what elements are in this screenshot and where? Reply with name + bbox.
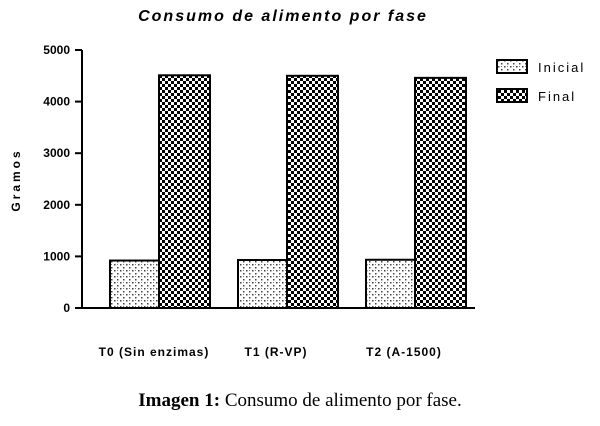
legend-label: Final (538, 89, 576, 104)
legend-item-final: Final (496, 88, 576, 104)
y-axis: 0 1000 2000 3000 4000 5000 (43, 43, 83, 315)
bar-inicial-1 (109, 259, 160, 310)
legend: Inicial Final (496, 59, 585, 104)
y-tick-label: 2000 (43, 198, 70, 212)
y-tick-label: 5000 (43, 43, 70, 57)
legend-item-inicial: Inicial (496, 59, 585, 75)
x-category-label: T1 (R-VP) (245, 345, 308, 359)
bar-inicial-2 (237, 259, 288, 309)
y-tick-label: 4000 (43, 95, 70, 109)
y-tick-label: 3000 (43, 146, 70, 160)
legend-swatch (496, 59, 528, 74)
y-tick-label: 0 (63, 301, 70, 315)
y-tick-label: 1000 (43, 249, 70, 263)
bar-final-1 (158, 74, 211, 309)
x-category-label: T2 (A-1500) (366, 345, 442, 359)
legend-label: Inicial (538, 60, 585, 75)
caption-label: Imagen 1: (138, 390, 221, 411)
bar-inicial-3 (365, 258, 416, 309)
bar-final-2 (286, 74, 339, 309)
legend-swatch (496, 88, 528, 103)
caption-text: Consumo de alimento por fase. (220, 390, 462, 411)
bars (109, 74, 467, 310)
x-category-label: T0 (Sin enzimas) (99, 345, 210, 359)
y-axis-title: Gramos (9, 148, 23, 211)
x-axis: T0 (Sin enzimas) T1 (R-VP) T2 (A-1500) (82, 307, 475, 359)
bar-chart: Consumo de alimento por fase Gramos 0 100… (9, 8, 585, 359)
chart-title: Consumo de alimento por fase (138, 8, 428, 25)
figure-caption: Imagen 1: Consumo de alimento por fase. (0, 390, 600, 412)
bar-final-3 (414, 76, 467, 309)
